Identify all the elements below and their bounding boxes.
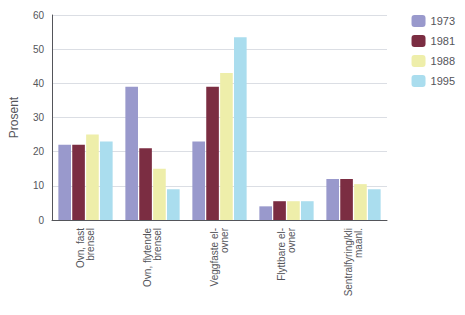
svg-text:Flyttbare el-: Flyttbare el- — [276, 228, 287, 281]
svg-text:1981: 1981 — [431, 35, 455, 47]
svg-text:Ovn, flytende: Ovn, flytende — [142, 228, 153, 287]
svg-text:60: 60 — [33, 10, 45, 21]
svg-text:Sentralfyring/kli: Sentralfyring/kli — [343, 228, 354, 297]
svg-text:ovner: ovner — [219, 227, 230, 253]
svg-text:0: 0 — [38, 215, 44, 226]
svg-text:maanl.: maanl. — [353, 228, 364, 258]
svg-text:30: 30 — [33, 112, 45, 123]
svg-text:brensel: brensel — [152, 228, 163, 261]
svg-text:1995: 1995 — [431, 75, 455, 87]
svg-text:1988: 1988 — [431, 55, 455, 67]
svg-text:Veggfaste el-: Veggfaste el- — [209, 228, 220, 287]
svg-text:1973: 1973 — [431, 15, 455, 27]
svg-text:Ovn, fast: Ovn, fast — [75, 228, 86, 268]
svg-text:20: 20 — [33, 146, 45, 157]
svg-text:40: 40 — [33, 78, 45, 89]
svg-text:brensel: brensel — [85, 228, 96, 261]
svg-text:ovner: ovner — [286, 227, 297, 253]
svg-text:10: 10 — [33, 180, 45, 191]
svg-text:Prosent: Prosent — [7, 96, 21, 138]
svg-text:50: 50 — [33, 44, 45, 55]
